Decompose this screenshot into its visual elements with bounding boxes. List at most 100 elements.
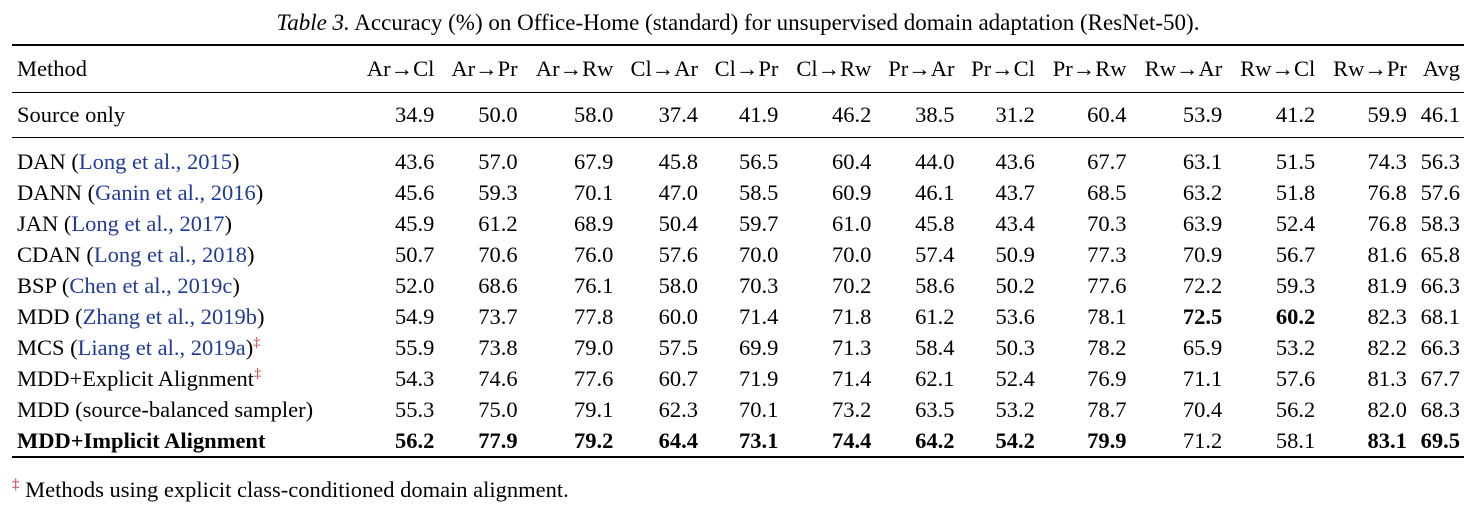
method-name-cell: MCS (Liang et al., 2019a)‡: [12, 332, 354, 363]
method-name-close: ): [256, 303, 265, 329]
accuracy-cell: 59.9: [1319, 92, 1411, 138]
accuracy-cell: 74.6: [478, 365, 518, 391]
accuracy-cell: 44.0: [915, 148, 955, 174]
header-col: Ar→Rw: [521, 44, 618, 93]
accuracy-cell: 64.4: [617, 425, 702, 458]
table-row: BSP (Chen et al., 2019c) 52.0 68.6 76.1 58.0…: [12, 270, 1464, 301]
avg-cell: 65.8: [1420, 241, 1460, 267]
accuracy-cell: 67.7: [1087, 148, 1127, 174]
accuracy-cell: 77.3: [1087, 241, 1127, 267]
header-col: Avg: [1410, 44, 1464, 93]
accuracy-cell: 63.2: [1182, 179, 1223, 205]
table-row: MDD (Zhang et al., 2019b) 54.9 73.7 77.8 60.…: [12, 301, 1464, 332]
header-col: Cl→Rw: [782, 44, 876, 93]
accuracy-cell: 77.6: [573, 365, 614, 391]
header-col: Ar→Cl: [353, 44, 439, 93]
accuracy-cell: 59.3: [478, 179, 518, 205]
accuracy-cell: 54.3: [395, 365, 435, 391]
accuracy-cell: 53.9: [1130, 92, 1227, 138]
citation-link[interactable]: Zhang et al., 2019b: [82, 303, 257, 329]
method-name: MCS (: [17, 334, 78, 360]
accuracy-cell: 63.5: [915, 396, 955, 422]
accuracy-cell: 57.4: [915, 241, 955, 267]
table-row: MDD+Explicit Alignment‡ 54.3 74.6 77.6 60.7 7…: [12, 363, 1464, 394]
citation-link[interactable]: Ganin et al., 2016: [95, 179, 256, 205]
accuracy-cell: 77.6: [1087, 272, 1127, 298]
header-col: Pr→Rw: [1038, 44, 1131, 93]
accuracy-cell: 53.2: [995, 396, 1035, 422]
accuracy-cell: 71.9: [738, 365, 779, 391]
header-col: Rw→Ar: [1130, 44, 1227, 93]
accuracy-cell: 70.0: [738, 241, 779, 267]
source-only-section: Source only 34.9 50.0 58.0 37.4 41.9 46.2 38.5 3…: [12, 92, 1464, 138]
accuracy-cell: 63.1: [1182, 148, 1223, 174]
accuracy-cell: 50.2: [995, 272, 1035, 298]
accuracy-cell: 57.6: [1275, 365, 1316, 391]
accuracy-cell: 83.1: [1319, 425, 1411, 458]
method-name: MDD+Explicit Alignment: [17, 365, 255, 391]
accuracy-cell: 68.6: [478, 272, 518, 298]
avg-cell: 69.5: [1410, 425, 1464, 458]
accuracy-cell: 73.1: [701, 425, 783, 458]
accuracy-cell: 70.3: [1087, 210, 1127, 236]
header-col: Rw→Pr: [1319, 44, 1411, 93]
accuracy-cell: 70.0: [831, 241, 872, 267]
accuracy-cell: 53.6: [995, 303, 1035, 329]
accuracy-cell: 74.3: [1367, 148, 1407, 174]
table-row: MDD+Implicit Alignment 56.2 77.9 79.2 64.4 73…: [12, 425, 1464, 458]
citation-link[interactable]: Liang et al., 2019a: [77, 334, 246, 360]
citation-link[interactable]: Long et al., 2017: [71, 210, 225, 236]
citation-link[interactable]: Chen et al., 2019c: [69, 272, 233, 298]
accuracy-cell: 52.4: [1275, 210, 1316, 236]
table-row: MCS (Liang et al., 2019a)‡ 55.9 73.8 79.0 57…: [12, 332, 1464, 363]
accuracy-cell: 51.5: [1275, 148, 1316, 174]
accuracy-cell: 79.1: [573, 396, 614, 422]
accuracy-cell: 45.6: [395, 179, 435, 205]
accuracy-cell: 60.2: [1275, 303, 1316, 329]
avg-cell: 56.3: [1420, 148, 1460, 174]
accuracy-cell: 41.2: [1226, 92, 1320, 138]
accuracy-cell: 69.9: [738, 334, 779, 360]
accuracy-cell: 46.2: [782, 92, 876, 138]
citation-link[interactable]: Long et al., 2018: [93, 241, 247, 267]
dagger-marker: ‡: [254, 366, 262, 381]
accuracy-cell: 57.0: [478, 148, 518, 174]
accuracy-cell: 58.6: [915, 272, 955, 298]
accuracy-cell: 59.7: [738, 210, 779, 236]
method-name: DAN (: [17, 148, 79, 174]
accuracy-cell: 60.9: [831, 179, 872, 205]
accuracy-cell: 71.4: [738, 303, 779, 329]
avg-cell: 67.7: [1420, 365, 1460, 391]
accuracy-cell: 60.7: [658, 365, 698, 391]
accuracy-cell: 60.4: [831, 148, 872, 174]
accuracy-cell: 81.6: [1367, 241, 1407, 267]
accuracy-cell: 47.0: [658, 179, 698, 205]
accuracy-cell: 46.1: [915, 179, 955, 205]
header-col: Cl→Ar: [617, 44, 702, 93]
table-row: DANN (Ganin et al., 2016) 45.6 59.3 70.1 47.…: [12, 177, 1464, 208]
accuracy-cell: 45.8: [915, 210, 955, 236]
method-name-cell: DANN (Ganin et al., 2016): [12, 177, 354, 208]
accuracy-cell: 38.5: [875, 92, 959, 138]
accuracy-cell: 70.1: [738, 396, 779, 422]
accuracy-cell: 62.3: [658, 396, 698, 422]
method-name: Source only: [17, 102, 126, 127]
accuracy-cell: 43.7: [995, 179, 1035, 205]
accuracy-cell: 70.9: [1182, 241, 1223, 267]
accuracy-cell: 50.4: [658, 210, 698, 236]
accuracy-cell: 43.4: [995, 210, 1035, 236]
accuracy-cell: 56.5: [738, 148, 779, 174]
accuracy-cell: 60.0: [658, 303, 698, 329]
table-row: MDD (source-balanced sampler) 55.3 75.0 79.…: [12, 394, 1464, 425]
accuracy-cell: 41.9: [701, 92, 783, 138]
accuracy-cell: 68.9: [573, 210, 614, 236]
accuracy-cell: 61.0: [831, 210, 872, 236]
accuracy-cell: 73.7: [478, 303, 518, 329]
accuracy-cell: 53.2: [1275, 334, 1316, 360]
accuracy-cell: 45.8: [658, 148, 698, 174]
citation-link[interactable]: Long et al., 2015: [78, 148, 232, 174]
accuracy-cell: 72.5: [1182, 303, 1223, 329]
accuracy-cell: 73.2: [831, 396, 872, 422]
table-caption: Table 3. Accuracy (%) on Office-Home (st…: [0, 8, 1476, 38]
accuracy-cell: 78.1: [1087, 303, 1127, 329]
